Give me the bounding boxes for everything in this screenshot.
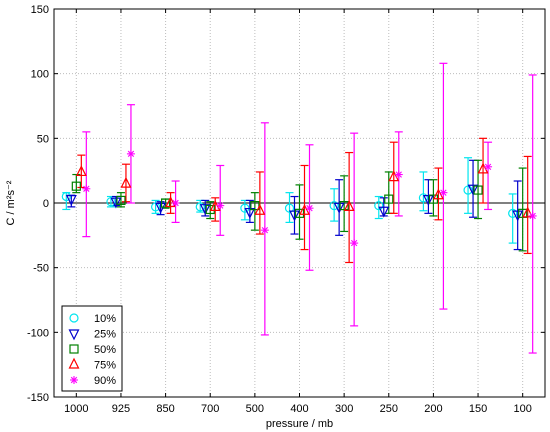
legend-marker-75pct — [68, 357, 80, 369]
x-tick-label: 700 — [201, 403, 219, 415]
marker-75pct — [165, 196, 177, 208]
legend-label-75pct: 75% — [94, 360, 116, 372]
star-stroke — [440, 189, 447, 196]
x-axis-label: pressure / mb — [266, 418, 333, 430]
star-stroke — [261, 226, 269, 234]
marker-10pct — [463, 185, 473, 195]
y-tick-label: -50 — [33, 263, 49, 275]
y-tick-label: 100 — [31, 69, 49, 81]
x-tick-label: 150 — [469, 403, 487, 415]
marker-10pct — [418, 193, 429, 203]
y-axis-label: C / m²s⁻² — [5, 180, 17, 225]
y-tick-label: 0 — [43, 198, 49, 210]
marker-75pct — [477, 162, 489, 174]
star-stroke — [395, 171, 402, 178]
y-tick-label: 150 — [31, 4, 49, 16]
marker-25pct — [65, 195, 77, 206]
x-tick-label: 200 — [424, 403, 442, 415]
marker-90pct — [305, 204, 314, 213]
star-stroke — [172, 199, 179, 207]
marker-90pct — [350, 239, 359, 248]
marker-25pct — [422, 195, 434, 206]
marker-75pct — [432, 188, 444, 200]
marker-75pct — [75, 165, 87, 177]
y-tick-label: -150 — [27, 392, 49, 404]
legend-marker-90pct — [70, 376, 78, 384]
marker-25pct — [512, 210, 524, 222]
x-tick-label: 300 — [335, 403, 353, 415]
star-stroke — [70, 376, 78, 384]
star-stroke — [127, 150, 135, 158]
marker-90pct — [171, 199, 180, 207]
marker-75pct — [299, 203, 310, 215]
marker-25pct — [378, 206, 390, 218]
x-tick-label: 250 — [380, 403, 398, 415]
marker-25pct — [333, 202, 345, 214]
marker-90pct — [260, 226, 269, 235]
marker-75pct — [388, 170, 400, 182]
marker-50pct — [294, 208, 305, 218]
x-tick-label: 500 — [246, 403, 264, 415]
y-axis: -150 -100 -50 0 50 100 150 — [27, 4, 545, 404]
marker-50pct — [116, 195, 126, 206]
marker-50pct — [473, 185, 483, 195]
legend-label-50pct: 50% — [94, 344, 116, 356]
marker-50pct — [205, 204, 215, 215]
x-tick-label: 925 — [112, 403, 130, 415]
x-tick-label: 100 — [514, 403, 532, 415]
star-stroke — [217, 202, 224, 209]
x-tick-label: 400 — [290, 403, 308, 415]
marker-25pct — [155, 202, 167, 214]
marker-50pct — [250, 200, 260, 211]
marker-25pct — [199, 204, 211, 216]
marker-90pct — [528, 211, 537, 220]
legend-label-90pct: 90% — [94, 375, 116, 387]
marker-75pct — [120, 176, 132, 188]
marker-10pct — [329, 200, 339, 211]
marker-75pct — [254, 203, 266, 215]
star-stroke — [306, 204, 313, 212]
marker-90pct — [439, 188, 448, 197]
marker-10pct — [284, 203, 295, 213]
star-stroke — [484, 163, 492, 170]
y-tick-label: -100 — [27, 327, 49, 339]
marker-50pct — [384, 194, 394, 204]
legend-box — [61, 305, 123, 392]
marker-25pct — [467, 184, 479, 196]
marker-10pct — [374, 200, 384, 211]
markers — [61, 149, 537, 248]
marker-90pct — [216, 201, 225, 210]
marker-10pct — [61, 191, 71, 202]
marker-90pct — [82, 184, 91, 193]
marker-10pct — [508, 208, 518, 218]
marker-25pct — [110, 197, 122, 209]
marker-90pct — [394, 170, 403, 179]
legend: 10% 25% 50% 75% 90% — [61, 305, 123, 392]
y-tick-label: 50 — [37, 133, 49, 145]
marker-90pct — [484, 162, 493, 171]
x-axis: 1000 925 850 700 500 400 300 250 200 150 100 — [64, 9, 532, 415]
marker-90pct — [126, 149, 135, 158]
star-stroke — [529, 212, 536, 220]
marker-25pct — [244, 207, 256, 219]
legend-marker-10pct — [69, 313, 79, 323]
legend-label-10pct: 10% — [94, 313, 116, 325]
star-stroke — [350, 239, 358, 247]
legend-label-25pct: 25% — [94, 329, 116, 341]
legend-marker-25pct — [68, 329, 80, 341]
marker-25pct — [289, 210, 300, 222]
star-stroke — [83, 185, 90, 192]
marker-75pct — [522, 206, 534, 218]
legend-marker-50pct — [69, 344, 79, 354]
marker-75pct — [343, 200, 355, 211]
x-tick-label: 1000 — [64, 403, 88, 415]
marker-50pct — [339, 200, 349, 211]
marker-50pct — [71, 181, 81, 191]
plot-frame — [53, 8, 546, 398]
marker-10pct — [195, 202, 205, 212]
x-tick-label: 850 — [156, 403, 174, 415]
